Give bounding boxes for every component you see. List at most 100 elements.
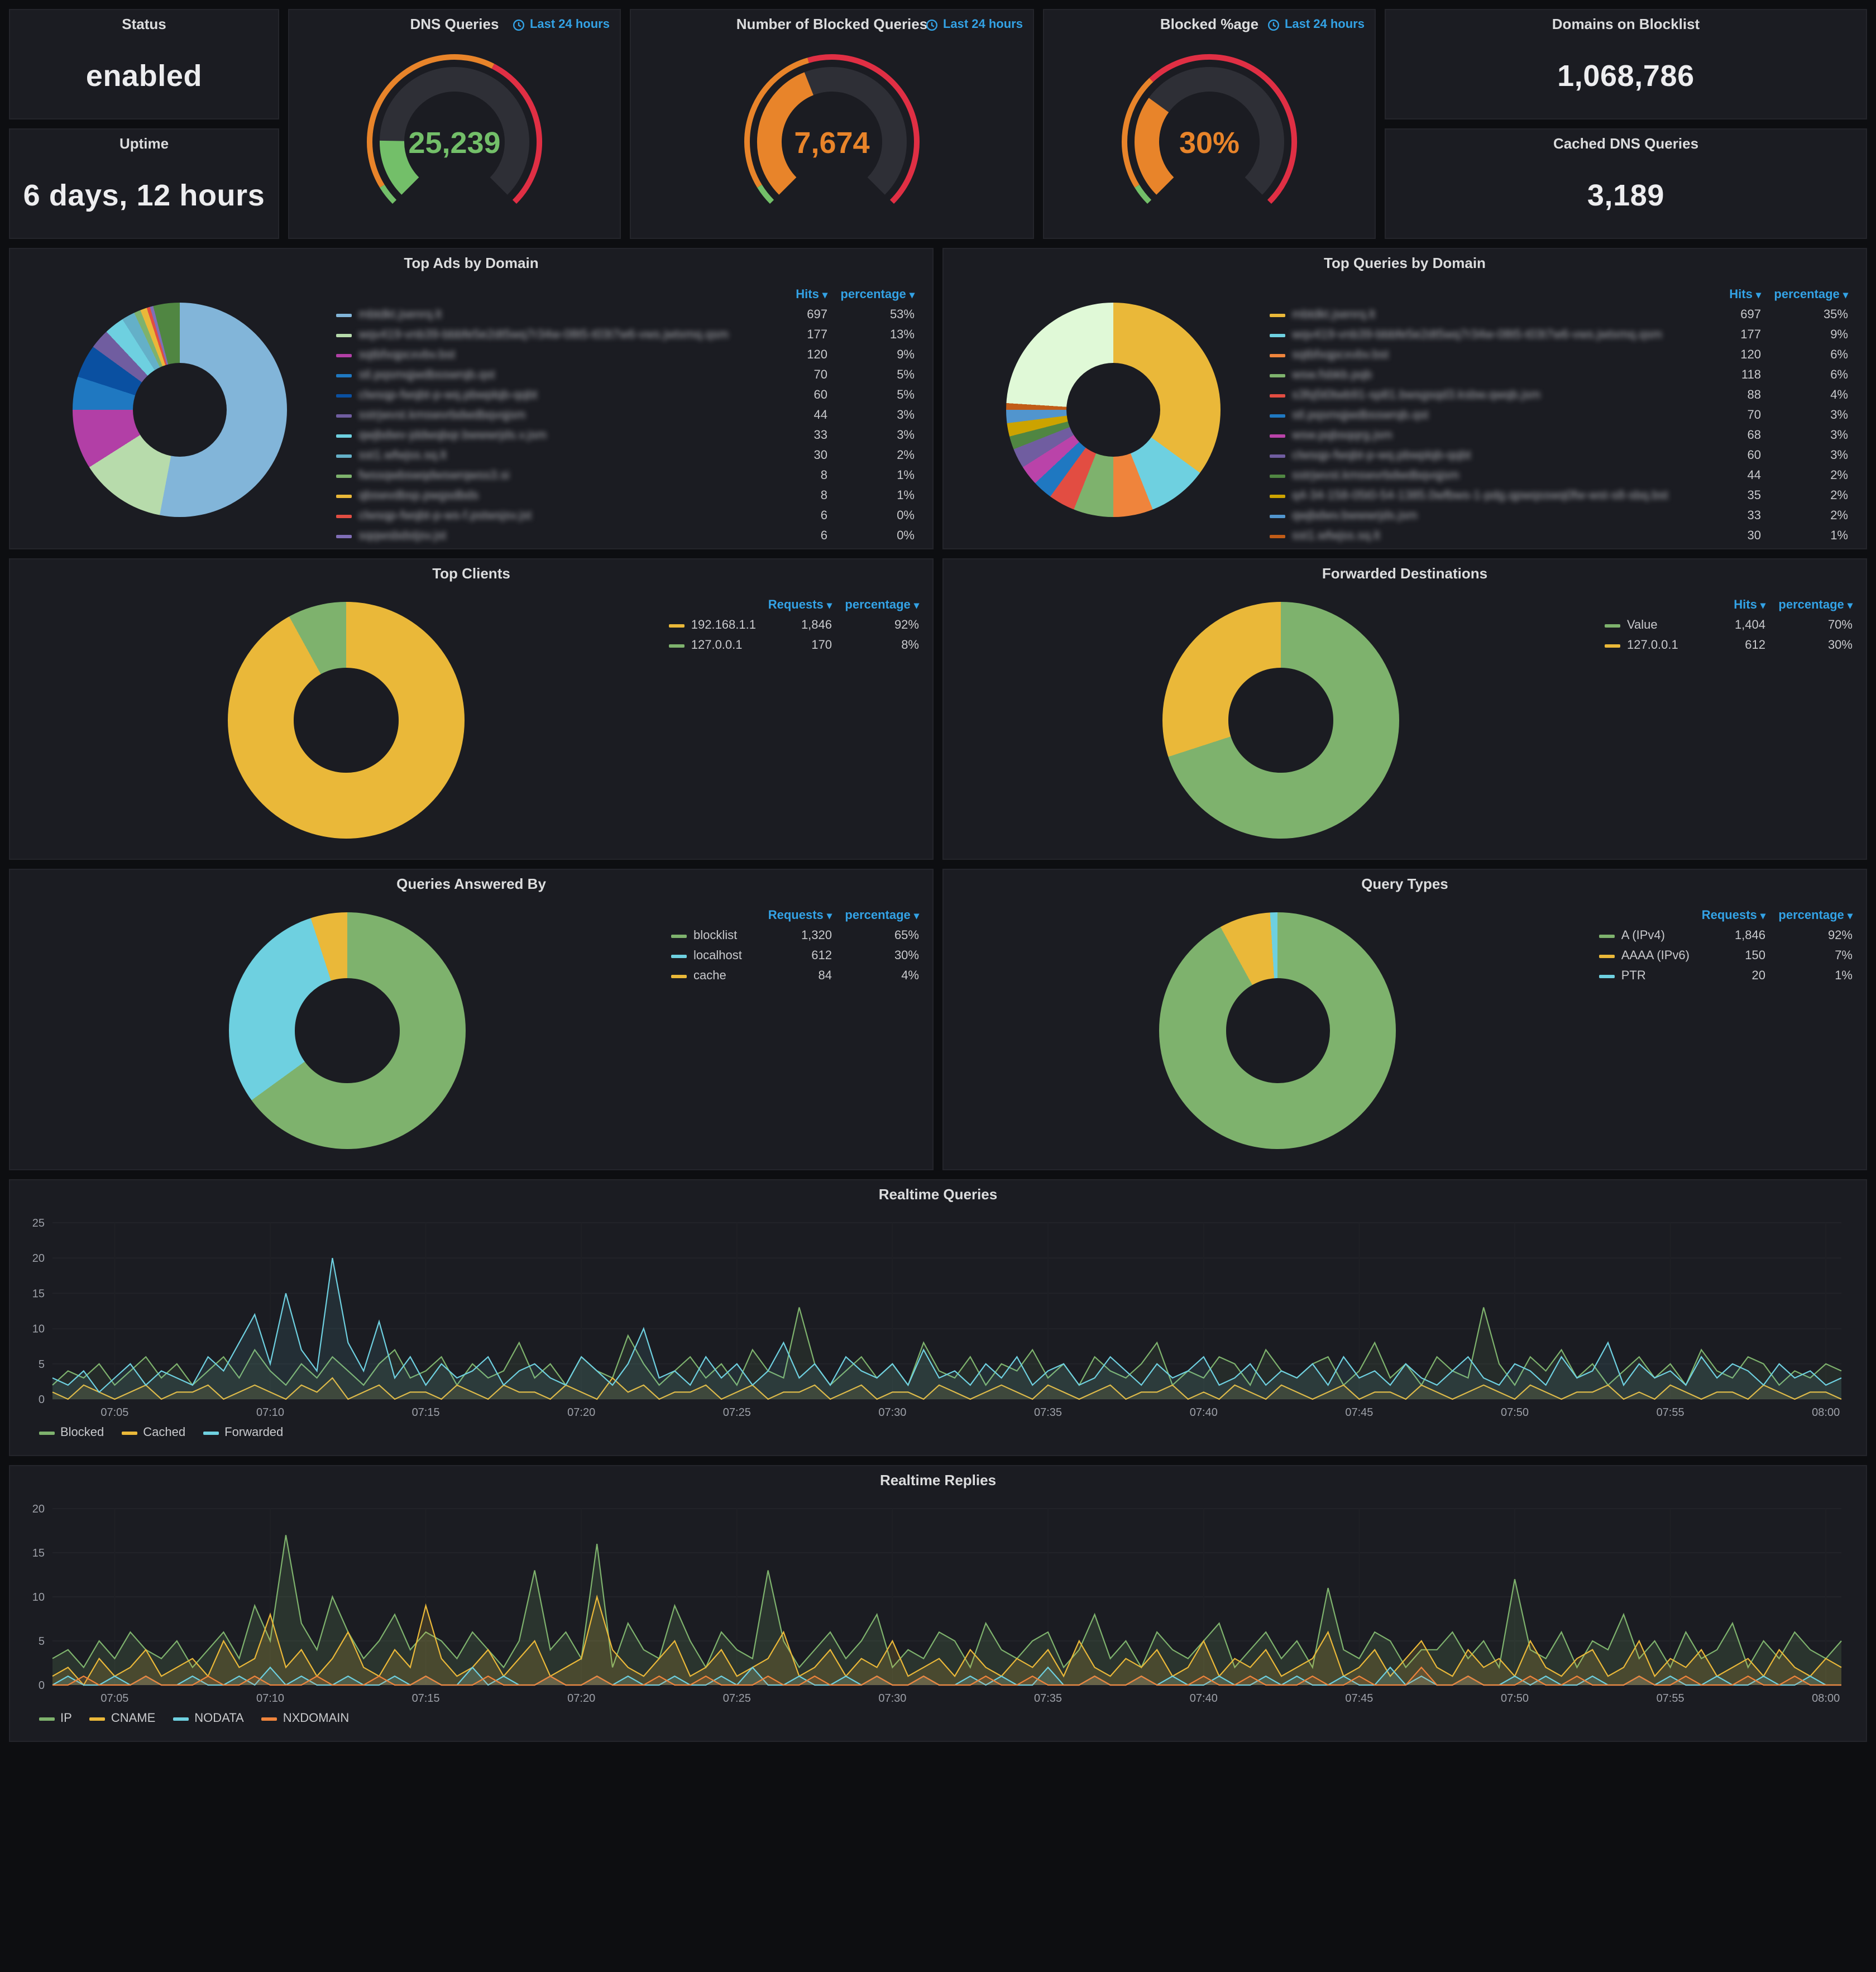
sort-header-percentage[interactable]: percentage ▾ [1778,599,1853,612]
series-label[interactable]: mbtdkt.jsenrq.lt [1292,308,1376,322]
sort-caret-icon: ▾ [1755,289,1761,300]
sort-header-requests[interactable]: Requests ▾ [1701,909,1765,922]
series-label[interactable]: sstrjwvst.kmswvrbdwdbqvqjsm [1292,469,1459,482]
legend-item-cached[interactable]: Cached [122,1426,185,1439]
series-label[interactable]: qbswvdbsp.pwgsdbds [358,489,479,502]
panel-top-clients: Top Clients Requests ▾ percentage ▾ 192.… [9,558,934,860]
series-label[interactable]: sst1.wfwjss.sq.lt [358,449,447,462]
svg-text:07:40: 07:40 [1190,1692,1218,1705]
series-label[interactable]: fwssqwbswqdwswrqwss3.si [358,469,510,482]
sort-header-requests[interactable]: Requests ▾ [768,909,832,922]
sort-header-hits[interactable]: Hits ▾ [796,288,827,301]
sort-header-requests[interactable]: Requests ▾ [768,599,832,612]
series-value: 30 [813,449,828,462]
series-label[interactable]: stl.pqsmqjwdbsswrqb.qst [1292,409,1429,422]
sort-header-percentage[interactable]: percentage ▾ [840,288,915,301]
svg-text:5: 5 [39,1635,45,1648]
series-label[interactable]: AAAA (IPv6) [1621,949,1690,963]
series-percentage: 5% [897,389,915,402]
series-label[interactable]: sqtbfxqpcxvbv.bst [358,348,456,362]
legend-item-cname[interactable]: CNAME [89,1712,156,1725]
panel-title-query-types[interactable]: Query Types [1361,875,1448,892]
panel-title-blocklist[interactable]: Domains on Blocklist [1552,16,1700,32]
series-label[interactable]: sst1.wfwjss.sq.lt [1292,529,1380,543]
legend-label: CNAME [111,1712,156,1725]
timerange-link[interactable]: Last 24 hours [1268,18,1365,31]
series-label[interactable]: 192.168.1.1 [691,619,756,632]
series-label[interactable]: wqv419-vnb39-bbbfe5e2dt5wq7r34w-08t5-t03… [358,328,729,342]
series-label[interactable]: wsw.pqbsqqrg.jsm [1292,429,1392,442]
sort-header-percentage[interactable]: percentage ▾ [845,909,919,922]
series-label[interactable]: wsw.fsbkb.pqb [1292,368,1372,382]
series-label[interactable]: clwsqp-fwqbt-p-wq.pbwplqb-qqbt [358,389,538,402]
series-label[interactable]: blocklist [693,929,738,942]
panel-title-blocked-queries[interactable]: Number of Blocked Queries [736,16,928,32]
sort-header-hits[interactable]: Hits ▾ [1729,288,1761,301]
series-color-dash [1270,333,1285,337]
series-label[interactable]: clwsqp-fwqbt-p-wq.pbwplqb-qqbt [1292,449,1471,462]
panel-title-top-queries[interactable]: Top Queries by Domain [1324,255,1486,271]
svg-text:07:45: 07:45 [1345,1406,1373,1419]
timerange-label: Last 24 hours [1284,18,1365,31]
series-label[interactable]: mbtdkt.jsenrq.lt [358,308,442,322]
sort-header-percentage[interactable]: percentage ▾ [1778,909,1853,922]
panel-title-uptime[interactable]: Uptime [119,135,169,152]
legend-item-nodata[interactable]: NODATA [173,1712,244,1725]
table-row: 127.0.0.1 170 8% [668,635,919,655]
series-label[interactable]: q4-34-158-05t0-54-1385.0wfbws-1-pdg.qpwq… [1292,489,1668,502]
series-label[interactable]: sqqwsbdstjsv.jst [358,529,447,543]
sort-header-hits[interactable]: Hits ▾ [1734,599,1765,612]
svg-text:07:10: 07:10 [256,1692,284,1705]
realtime-queries-chart: 0 5 10 15 20 25 07:05 07:10 07:15 07:20 07:25 07:30… [32,1217,1842,1419]
series-label[interactable]: sstrjwvst.kmswvrbdwdbqvqjsm [358,409,526,422]
series-label[interactable]: stl.pqsmqjwdbsswrqb.qst [358,368,495,382]
series-label[interactable]: qwjbdwv-jddwqbqr.bwwwrjds.v.jsm [358,429,547,442]
answeredby-querytypes-row: Queries Answered By Requests ▾ percentag… [9,869,1867,1170]
sort-caret-icon: ▾ [1847,910,1853,921]
table-row: sst1.wfwjss.sq.lt 30 2% [336,446,915,466]
svg-text:15: 15 [32,1547,45,1559]
panel-cached-dns-queries: Cached DNS Queries 3,189 [1385,128,1867,239]
top-queries-table: Hits ▾ percentage ▾ mbtdkt.jsenrq.lt 697 3… [1270,285,1853,546]
panel-title-realtime-replies[interactable]: Realtime Replies [879,1472,997,1488]
panel-title-top-clients[interactable]: Top Clients [432,565,510,582]
series-label[interactable]: clwsqp-fwqbt-p-ws-f.pstwsjsv.jst [358,509,532,523]
series-label[interactable]: qwjbdwv.bwwwrjds.jsm [1292,509,1418,523]
series-label[interactable]: 127.0.0.1 [691,639,743,652]
series-color-dash [336,434,352,437]
series-label[interactable]: A (IPv4) [1621,929,1665,942]
legend-item-ip[interactable]: IP [39,1712,72,1725]
panel-title-realtime-queries[interactable]: Realtime Queries [878,1186,998,1203]
series-label[interactable]: 127.0.0.1 [1627,639,1678,652]
timerange-label: Last 24 hours [942,18,1023,31]
series-label[interactable]: Value [1627,619,1658,632]
series-value: 60 [1747,449,1762,462]
panel-title-status[interactable]: Status [122,16,166,32]
series-label[interactable]: PTR [1621,969,1646,983]
series-value: 68 [1747,429,1762,442]
panel-title-cached[interactable]: Cached DNS Queries [1553,135,1699,152]
legend-label: Forwarded [224,1426,284,1439]
timerange-link[interactable]: Last 24 hours [513,18,610,31]
panel-title-top-ads[interactable]: Top Ads by Domain [404,255,539,271]
legend-item-blocked[interactable]: Blocked [39,1426,104,1439]
realtime-queries-legend: Blocked Cached Forwarded [10,1424,1866,1439]
series-label[interactable]: cache [693,969,726,983]
legend-item-forwarded[interactable]: Forwarded [203,1426,283,1439]
panel-title-answered-by[interactable]: Queries Answered By [396,875,546,892]
svg-text:10: 10 [32,1323,45,1336]
panel-title-dns-queries[interactable]: DNS Queries [410,16,499,32]
series-label[interactable]: s3fq5t0twb91-sp81.bwsgsqd3.ksbw.qwqb.jsm [1292,389,1541,402]
legend-item-nxdomain[interactable]: NXDOMAIN [261,1712,349,1725]
series-color-dash [1605,644,1620,647]
series-label[interactable]: sqtbfxqpcxvbv.bst [1292,348,1389,362]
panel-title-forwarded[interactable]: Forwarded Destinations [1322,565,1488,582]
timerange-link[interactable]: Last 24 hours [926,18,1023,31]
sort-header-percentage[interactable]: percentage ▾ [1774,288,1848,301]
sort-header-percentage[interactable]: percentage ▾ [845,599,919,612]
series-label[interactable]: wqv419-vnb39-bbbfe5e2dt5wq7r34w-08t5-t03… [1292,328,1662,342]
svg-text:07:40: 07:40 [1190,1406,1218,1419]
panel-title-blocked-percentage[interactable]: Blocked %age [1160,16,1259,32]
series-label[interactable]: localhost [693,949,742,963]
svg-text:0: 0 [39,1679,45,1692]
